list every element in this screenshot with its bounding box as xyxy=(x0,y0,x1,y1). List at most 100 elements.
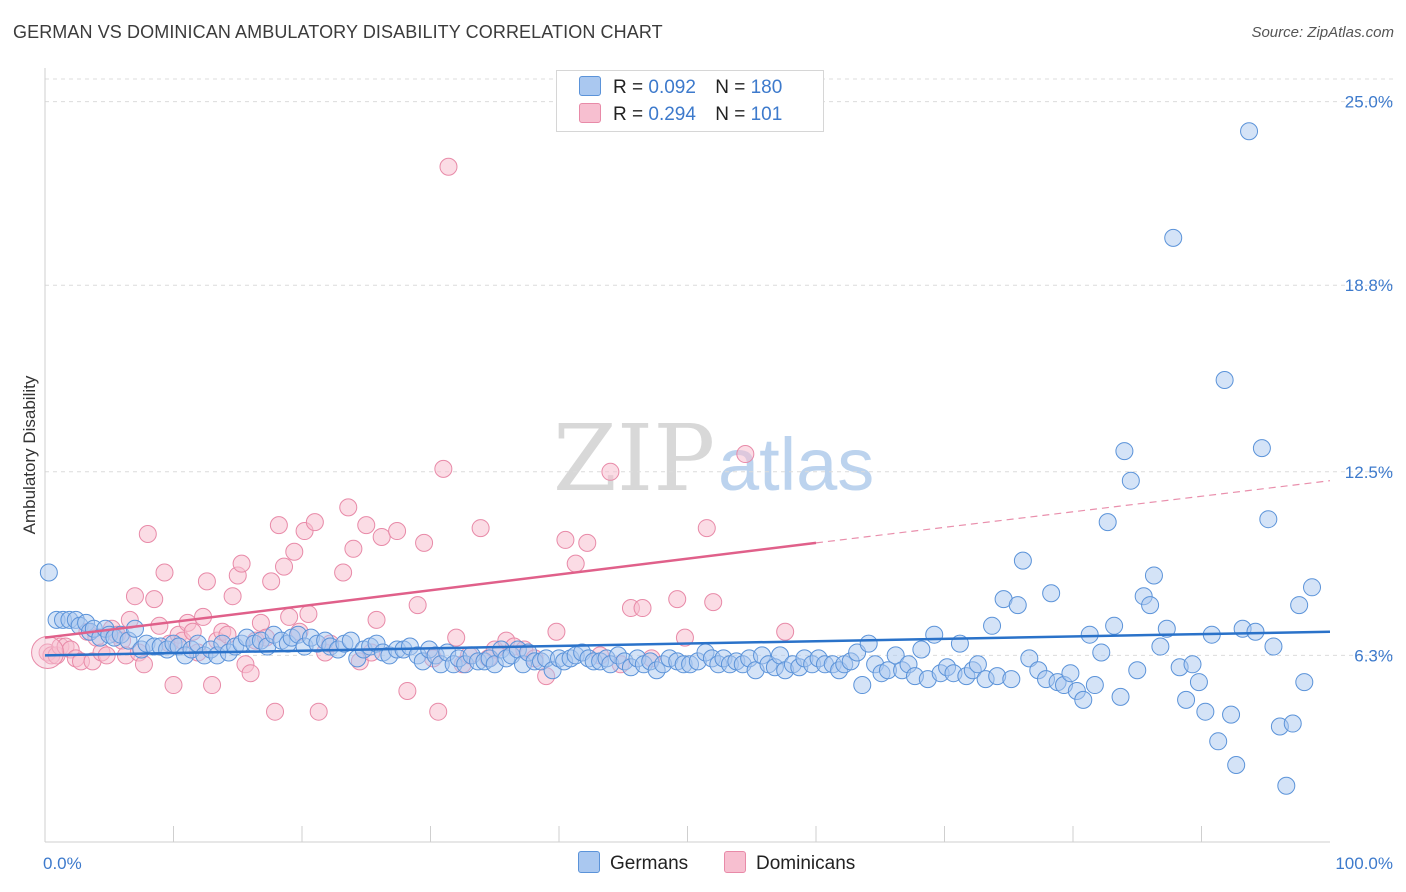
dominican-point xyxy=(398,681,417,700)
german-point xyxy=(853,676,872,695)
dominican-point xyxy=(556,530,575,549)
german-point xyxy=(1008,596,1027,615)
germans-swatch xyxy=(579,76,601,96)
dominican-point xyxy=(736,445,755,464)
watermark-atlas: atlas xyxy=(718,423,874,506)
german-point xyxy=(39,563,58,582)
german-point xyxy=(1141,596,1160,615)
german-point xyxy=(925,625,944,644)
german-point xyxy=(1227,756,1246,774)
german-point xyxy=(1002,670,1021,689)
dominican-point xyxy=(547,622,566,641)
dominican-point xyxy=(439,157,458,176)
dominican-point xyxy=(275,557,294,576)
dominican-point xyxy=(697,519,716,538)
dominican-point xyxy=(309,702,328,721)
dominican-point xyxy=(704,593,723,612)
german-point xyxy=(1121,471,1140,490)
german-point xyxy=(1128,661,1147,680)
german-point xyxy=(1074,690,1093,709)
dominicans-r-value: 0.294 xyxy=(648,104,696,125)
dominican-point xyxy=(367,610,386,629)
german-point xyxy=(912,640,931,659)
german-point xyxy=(1144,566,1163,585)
german-point xyxy=(1259,510,1278,529)
dominican-point xyxy=(601,462,620,481)
germans-r-value: 0.092 xyxy=(648,77,696,98)
dominican-point xyxy=(471,519,490,538)
german-point xyxy=(125,619,144,638)
dominican-point xyxy=(776,622,795,641)
germans-legend-label: Germans xyxy=(610,853,689,874)
german-point xyxy=(1209,732,1228,751)
y-tick-label-0: 6.3% xyxy=(1354,646,1393,665)
german-point xyxy=(1080,625,1099,644)
german-point xyxy=(1252,439,1271,458)
dominicans-r-label: R = xyxy=(613,104,644,125)
dominican-point xyxy=(668,590,687,609)
dominican-point xyxy=(344,539,363,558)
german-point xyxy=(1283,714,1302,733)
dominican-point xyxy=(125,587,144,606)
dominicans-n-value: 101 xyxy=(750,104,783,125)
german-point xyxy=(1264,637,1283,656)
german-point xyxy=(1189,673,1208,692)
german-point xyxy=(1085,676,1104,695)
germans-n-value: 180 xyxy=(750,77,783,98)
germans-r-label: R = xyxy=(613,77,644,98)
dominican-point xyxy=(31,635,65,669)
dominican-point xyxy=(578,533,597,552)
german-point xyxy=(1295,673,1314,692)
german-point xyxy=(1061,664,1080,683)
dominicans-trend-line xyxy=(44,541,817,639)
dominican-point xyxy=(334,563,353,582)
dominican-point xyxy=(339,498,358,517)
dominican-point xyxy=(197,572,216,591)
y-tick-label-1: 12.5% xyxy=(1345,463,1393,482)
dominican-point xyxy=(372,527,391,546)
germans-trend-line xyxy=(44,630,1331,657)
german-point xyxy=(1183,655,1202,674)
german-point xyxy=(1111,687,1130,706)
dominican-point xyxy=(223,587,242,606)
dominican-point xyxy=(241,664,260,683)
axes xyxy=(44,68,1330,843)
dominican-point xyxy=(388,522,407,541)
dominican-point xyxy=(262,572,281,591)
german-point xyxy=(1222,705,1241,724)
dominican-point xyxy=(269,516,288,535)
source-label: Source: ZipAtlas.com xyxy=(1251,24,1394,41)
trend-lines xyxy=(44,480,1331,657)
dominican-point xyxy=(150,616,169,635)
german-point xyxy=(1196,702,1215,721)
dominican-point xyxy=(633,599,652,618)
y-tick-label-3: 25.0% xyxy=(1345,93,1393,112)
dominican-point xyxy=(447,628,466,647)
german-point xyxy=(1092,643,1111,662)
y-tick-label-2: 18.8% xyxy=(1345,276,1393,295)
dominicans-n-label: N = xyxy=(715,104,746,125)
german-point xyxy=(1164,228,1183,247)
dominican-point xyxy=(429,702,448,721)
dominican-point xyxy=(266,702,285,721)
bottom-legend-dominicans: Dominicans xyxy=(724,851,855,875)
german-point xyxy=(1246,622,1265,641)
dominican-point xyxy=(357,516,376,535)
dominican-point xyxy=(305,513,324,532)
german-point xyxy=(1013,551,1032,570)
dominican-point xyxy=(280,607,299,626)
german-point xyxy=(1151,637,1170,656)
dominicans-legend-label: Dominicans xyxy=(756,853,856,874)
y-axis-label: Ambulatory Disability xyxy=(20,375,39,534)
dominicans-swatch xyxy=(579,103,601,123)
german-point xyxy=(1303,578,1322,597)
german-point xyxy=(1277,776,1296,795)
dominican-point xyxy=(232,554,251,573)
watermark: ZIP atlas xyxy=(553,405,874,512)
dominican-point xyxy=(145,590,164,609)
german-point xyxy=(859,634,878,653)
bottom-legend-germans: Germans xyxy=(578,851,688,875)
dominican-point xyxy=(138,525,157,543)
watermark-zip: ZIP xyxy=(553,405,715,512)
